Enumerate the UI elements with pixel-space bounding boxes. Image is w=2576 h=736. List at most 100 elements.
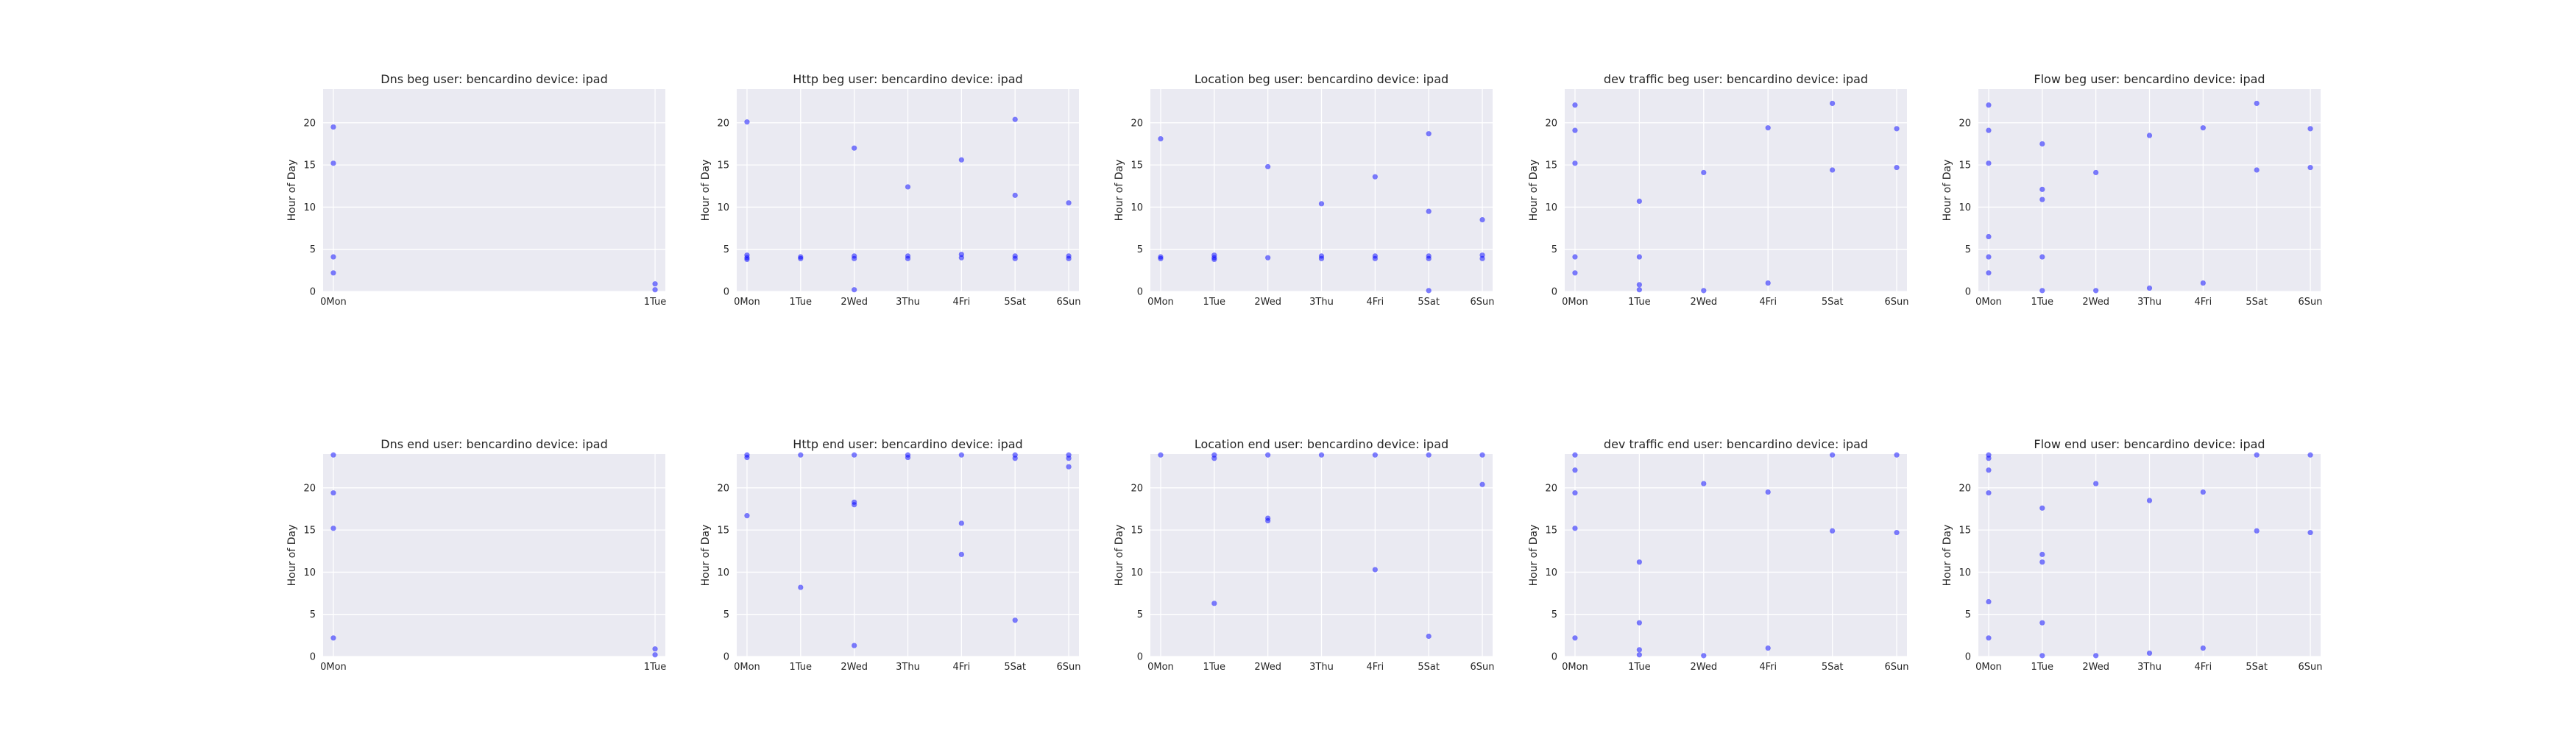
data-point: [958, 551, 964, 557]
data-point: [958, 520, 964, 526]
data-point: [1572, 102, 1578, 108]
y-tick-label: 0: [723, 652, 729, 663]
x-tick-label: 2Wed: [2082, 662, 2109, 673]
chart-title: dev traffic beg user: bencardino device:…: [1604, 72, 1868, 86]
y-tick-label: 10: [717, 202, 729, 213]
y-tick-label: 0: [723, 287, 729, 298]
data-point: [1830, 167, 1836, 173]
data-point: [1372, 452, 1378, 458]
data-point: [1572, 526, 1578, 531]
x-tick-label: 0Mon: [1562, 297, 1588, 308]
chart-title: Location end user: bencardino device: ip…: [1195, 437, 1448, 451]
x-tick-label: 2Wed: [841, 662, 868, 673]
y-tick-label: 20: [1130, 118, 1143, 129]
data-point: [1765, 280, 1771, 286]
data-point: [2254, 167, 2260, 173]
y-tick-label: 5: [310, 609, 316, 620]
data-point: [2254, 528, 2260, 534]
x-tick-label: 2Wed: [1254, 297, 1281, 308]
y-tick-label: 5: [1137, 244, 1143, 255]
x-tick-label: 6Sun: [1471, 297, 1495, 308]
data-point: [1701, 653, 1707, 659]
data-point: [330, 490, 336, 496]
data-point: [1830, 452, 1836, 458]
y-tick-label: 15: [303, 526, 316, 537]
x-tick-label: 2Wed: [1690, 297, 1717, 308]
data-point: [652, 281, 658, 287]
y-axis-label: Hour of Day: [286, 160, 298, 222]
data-point: [1265, 517, 1271, 524]
data-point: [1426, 208, 1432, 214]
chart-title: Http beg user: bencardino device: ipad: [793, 72, 1022, 86]
y-tick-label: 15: [1130, 526, 1143, 537]
y-axis-label: Hour of Day: [1942, 525, 1953, 587]
x-tick-label: 1Tue: [1628, 662, 1650, 673]
data-point: [1066, 456, 1072, 461]
chart-title: dev traffic end user: bencardino device:…: [1604, 437, 1868, 451]
data-point: [2200, 489, 2206, 495]
y-tick-label: 20: [1545, 118, 1557, 129]
data-point: [958, 255, 964, 261]
data-point: [852, 452, 857, 458]
y-axis-label: Hour of Day: [700, 160, 712, 222]
data-point: [1012, 192, 1018, 198]
data-point: [1636, 647, 1642, 653]
chart-title: Dns end user: bencardino device: ipad: [381, 437, 607, 451]
x-tick-label: 4Fri: [1759, 662, 1777, 673]
data-point: [1372, 255, 1378, 261]
data-point: [1572, 160, 1578, 166]
data-point: [1765, 645, 1771, 651]
y-tick-label: 20: [717, 483, 729, 494]
x-tick-label: 6Sun: [2299, 297, 2323, 308]
data-point: [1211, 256, 1217, 263]
x-tick-label: 1Tue: [1203, 662, 1225, 673]
axes-background: [323, 89, 665, 291]
data-point: [2093, 169, 2099, 176]
data-point: [1986, 160, 1992, 166]
data-point: [2146, 650, 2153, 657]
x-tick-label: 1Tue: [1203, 297, 1225, 308]
data-point: [852, 502, 857, 508]
data-point: [1012, 116, 1018, 122]
x-tick-label: 5Sat: [1004, 662, 1026, 673]
data-point: [1265, 255, 1271, 261]
data-point: [1986, 490, 1992, 496]
y-tick-label: 20: [1958, 118, 1971, 129]
x-tick-label: 1Tue: [644, 662, 666, 673]
data-point: [1636, 559, 1642, 565]
data-point: [1986, 270, 1992, 276]
data-point: [330, 124, 336, 130]
x-tick-label: 3Thu: [896, 662, 920, 673]
data-point: [1894, 164, 1900, 171]
data-point: [652, 287, 658, 293]
data-point: [1894, 452, 1900, 458]
data-point: [958, 452, 964, 458]
data-point: [1318, 255, 1325, 261]
data-point: [2039, 254, 2045, 260]
data-point: [2307, 452, 2313, 458]
y-tick-label: 20: [303, 118, 316, 129]
data-point: [744, 513, 750, 519]
data-point: [330, 160, 336, 166]
data-point: [2146, 498, 2153, 503]
data-point: [2039, 186, 2045, 192]
data-point: [1830, 528, 1836, 534]
data-point: [1986, 102, 1992, 108]
data-point: [1211, 456, 1217, 461]
data-point: [1318, 452, 1325, 458]
data-point: [2307, 529, 2313, 536]
data-point: [2200, 645, 2206, 651]
data-point: [744, 119, 750, 125]
data-point: [1012, 456, 1018, 461]
data-point: [1479, 255, 1485, 261]
y-tick-label: 5: [723, 244, 729, 255]
data-point: [852, 287, 857, 293]
y-axis-label: Hour of Day: [1114, 160, 1125, 222]
subplot-7: 0 5 10 15 20 0Mon 1Tue 2Wed 3Thu 4Fri 5Sat 6Sun Http…: [700, 437, 1081, 673]
data-point: [1211, 601, 1217, 606]
data-point: [1701, 288, 1707, 294]
y-tick-label: 20: [1958, 483, 1971, 494]
data-point: [1012, 255, 1018, 261]
data-point: [1012, 618, 1018, 623]
data-point: [1986, 127, 1992, 133]
